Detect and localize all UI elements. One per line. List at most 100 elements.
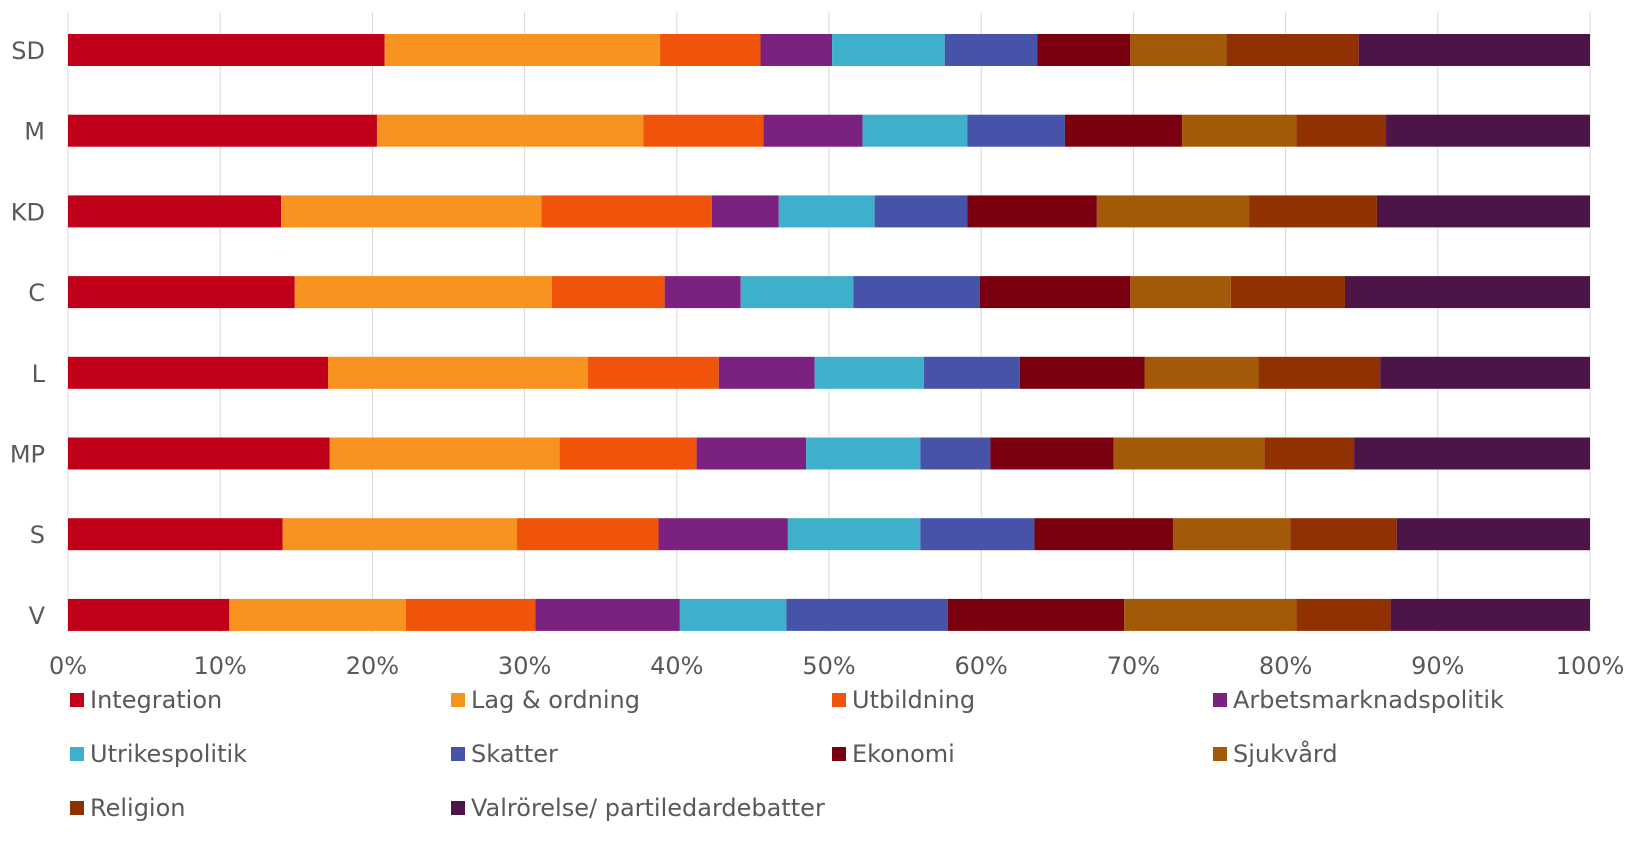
x-tick-label: 30%: [498, 652, 551, 680]
legend-label: Skatter: [471, 740, 558, 768]
bar-segment: [1172, 518, 1291, 551]
x-tick-label: 60%: [955, 652, 1008, 680]
bar-segment: [990, 437, 1114, 470]
bar-segment: [1113, 437, 1265, 470]
bar-segment: [806, 437, 921, 470]
legend-item: Religion: [70, 794, 186, 822]
category-label: L: [32, 360, 46, 388]
legend-label: Religion: [90, 794, 186, 822]
legend-label: Sjukvård: [1233, 740, 1338, 768]
legend-item: Skatter: [451, 740, 558, 768]
bar-segment: [1144, 356, 1259, 389]
bars: [68, 34, 1590, 631]
bar-segment: [967, 114, 1065, 147]
category-labels: SD M KD C L MP S V: [10, 37, 46, 630]
bar-segment: [559, 437, 697, 470]
bar-segment: [1230, 276, 1345, 309]
legend-label: Arbetsmarknadspolitik: [1233, 686, 1504, 714]
bar-segment: [658, 518, 788, 551]
bar-segment: [718, 356, 815, 389]
legend-swatch: [70, 693, 84, 707]
category-label: V: [29, 602, 46, 630]
category-label: S: [30, 521, 45, 549]
legend-item: Integration: [70, 686, 222, 714]
legend-item: Lag & ordning: [451, 686, 640, 714]
bar-segment: [1182, 114, 1297, 147]
legend-swatch: [1213, 747, 1227, 761]
bar-segment: [1249, 195, 1377, 228]
legend-label: Utrikespolitik: [90, 740, 248, 768]
bar-segment: [1258, 356, 1381, 389]
bar-segment: [376, 114, 644, 147]
bar-segment: [68, 437, 330, 470]
bar-segment: [967, 195, 1097, 228]
bar-segment: [1264, 437, 1355, 470]
bar-segment: [1124, 598, 1297, 631]
bar-segment: [68, 598, 230, 631]
bar-segment: [1096, 195, 1250, 228]
bar-segment: [814, 356, 925, 389]
bar-segment: [1390, 598, 1590, 631]
bar-segment: [944, 34, 1038, 66]
bar-segment: [1034, 518, 1173, 551]
bar-segment: [763, 114, 863, 147]
bar-segment: [68, 356, 329, 389]
bar-segment: [1358, 34, 1590, 66]
bar-segment: [282, 518, 517, 551]
bar-segment: [786, 598, 948, 631]
bar-segment: [1396, 518, 1590, 551]
legend-swatch: [1213, 693, 1227, 707]
bar-segment: [68, 34, 385, 66]
x-tick-label: 100%: [1556, 652, 1625, 680]
bar-segment: [1019, 356, 1145, 389]
legend-label: Utbildning: [852, 686, 976, 714]
bar-segment: [551, 276, 665, 309]
legend-item: Arbetsmarknadspolitik: [1213, 686, 1504, 714]
bar-segment: [979, 276, 1131, 309]
legend-swatch: [451, 693, 465, 707]
legend-swatch: [832, 747, 846, 761]
bar-segment: [711, 195, 779, 228]
bar-segment: [294, 276, 552, 309]
x-tick-label: 50%: [802, 652, 855, 680]
bar-segment: [1226, 34, 1359, 66]
x-tick-label: 70%: [1107, 652, 1160, 680]
bar-segment: [588, 356, 719, 389]
legend-item: Utrikespolitik: [70, 740, 247, 768]
bar-segment: [1386, 114, 1590, 147]
bar-segment: [862, 114, 968, 147]
bar-segment: [516, 518, 659, 551]
legend-item: Valrörelse/ partiledardebatter: [451, 794, 825, 822]
bar-segment: [329, 437, 560, 470]
legend-item: Ekonomi: [832, 740, 955, 768]
bar-segment: [920, 437, 991, 470]
bar-segment: [874, 195, 968, 228]
x-tick-label: 40%: [650, 652, 703, 680]
bar-segment: [384, 34, 661, 66]
legend-swatch: [451, 801, 465, 815]
stacked-bar-chart: SD M KD C L MP S V 0% 10% 20% 30% 40% 50% 60% 70% 80% 90…: [10, 12, 1625, 680]
bar-segment: [1064, 114, 1183, 147]
x-tick-label: 90%: [1411, 652, 1464, 680]
bar-segment: [1037, 34, 1131, 66]
bar-segment: [740, 276, 854, 309]
bar-segment: [405, 598, 536, 631]
bar-segment: [696, 437, 807, 470]
bar-segment: [1290, 518, 1397, 551]
bar-segment: [853, 276, 980, 309]
legend-swatch: [832, 693, 846, 707]
bar-segment: [679, 598, 787, 631]
bar-segment: [760, 34, 833, 66]
legend-swatch: [70, 801, 84, 815]
bar-segment: [660, 34, 761, 66]
x-tick-label: 80%: [1259, 652, 1312, 680]
x-tick-label: 0%: [49, 652, 87, 680]
legend-label: Integration: [90, 686, 223, 714]
bar-segment: [328, 356, 589, 389]
bar-segment: [281, 195, 542, 228]
category-label: C: [28, 279, 45, 307]
legend-swatch: [70, 747, 84, 761]
bar-segment: [68, 114, 377, 147]
legend-item: Utbildning: [832, 686, 975, 714]
bar-segment: [832, 34, 945, 66]
